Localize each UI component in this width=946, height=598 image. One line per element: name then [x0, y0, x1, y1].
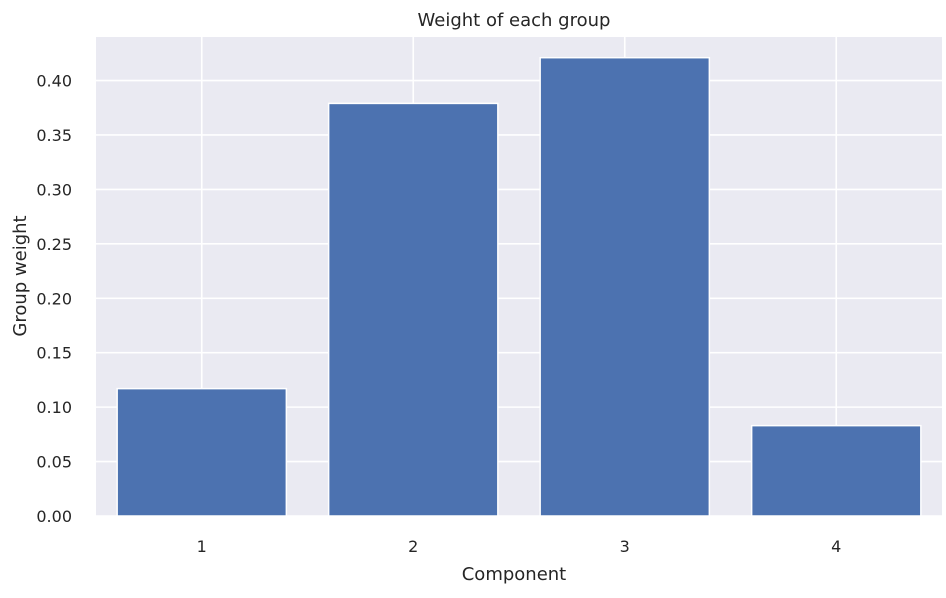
- y-axis-label: Group weight: [10, 215, 31, 336]
- y-tick-label: 0.00: [36, 507, 72, 526]
- bar-component-4: [750, 424, 922, 517]
- bar-component-2: [327, 102, 499, 517]
- y-tick-label: 0.05: [36, 453, 72, 472]
- bar-component-3: [539, 56, 711, 517]
- x-tick-label: 2: [408, 537, 418, 556]
- x-axis-ticks: 1 2 3 4: [197, 537, 842, 556]
- y-tick-label: 0.20: [36, 289, 72, 308]
- y-tick-label: 0.25: [36, 235, 72, 254]
- y-tick-label: 0.10: [36, 398, 72, 417]
- x-axis-label: Component: [462, 564, 567, 585]
- y-axis-ticks: 0.00 0.05 0.10 0.15 0.20 0.25 0.30 0.35 0.40: [36, 72, 72, 526]
- y-tick-label: 0.40: [36, 72, 72, 91]
- x-tick-label: 4: [831, 537, 841, 556]
- bars: [116, 56, 922, 517]
- y-tick-label: 0.35: [36, 126, 72, 145]
- y-tick-label: 0.15: [36, 344, 72, 363]
- x-tick-label: 1: [197, 537, 207, 556]
- x-tick-label: 3: [620, 537, 630, 556]
- y-tick-label: 0.30: [36, 180, 72, 199]
- chart-title: Weight of each group: [418, 10, 611, 31]
- bar-component-1: [116, 387, 288, 517]
